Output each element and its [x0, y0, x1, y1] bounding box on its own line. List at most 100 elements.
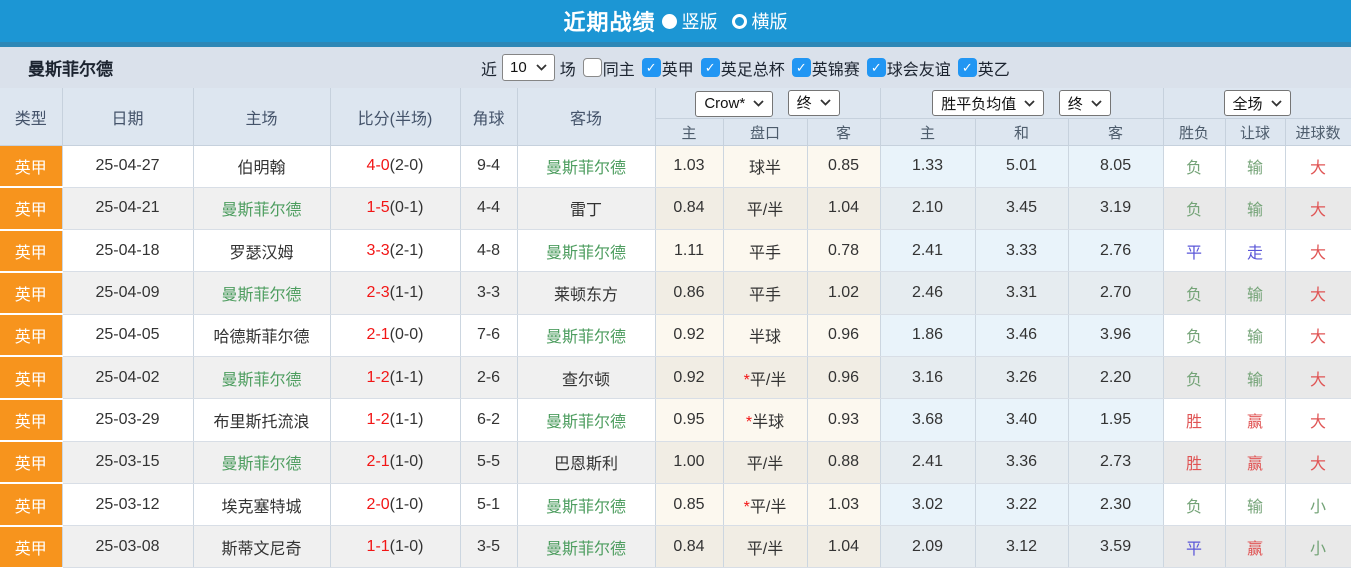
chevron-down-icon: [753, 100, 764, 107]
filter-checkbox[interactable]: [582, 58, 602, 77]
table-row: 英甲 25-04-18 罗瑟汉姆 3-3(2-1) 4-8 曼斯菲尔德 1.11…: [0, 229, 1351, 273]
avg-win-odds: 2.09: [880, 525, 976, 569]
result-goals: 小: [1285, 483, 1351, 527]
sub-header-handicap-line: 盘口: [723, 118, 808, 146]
handicap-away-odds: 0.96: [807, 314, 881, 357]
match-date: 25-03-15: [62, 441, 194, 484]
handicap-away-odds: 1.04: [807, 525, 881, 569]
handicap-away-odds: 1.02: [807, 271, 881, 315]
avg-win-odds: 3.16: [880, 356, 976, 400]
avg-lose-odds: 8.05: [1068, 145, 1164, 188]
avg-draw-odds: 3.36: [975, 441, 1069, 484]
handicap-away-odds: 0.85: [807, 145, 881, 188]
match-date: 25-03-12: [62, 483, 194, 527]
chevron-down-icon: [1091, 99, 1102, 107]
radio-horizontal-layout-icon[interactable]: [731, 13, 747, 29]
avg-lose-odds: 2.20: [1068, 356, 1164, 400]
sub-header-result-goals: 进球数: [1285, 118, 1351, 146]
radio-vertical-layout-label[interactable]: 竖版: [681, 12, 718, 32]
filter-checkbox[interactable]: ✓: [866, 58, 886, 77]
league-badge: 英甲: [0, 483, 63, 527]
handicap-home-odds: 0.85: [655, 483, 724, 527]
result-wdl: 胜: [1163, 398, 1226, 442]
handicap-home-odds: 0.92: [655, 314, 724, 357]
away-team: 查尔顿: [517, 356, 656, 400]
col-header-type: 类型: [0, 88, 63, 146]
avg-lose-odds: 3.96: [1068, 314, 1164, 357]
filter-checkbox-label[interactable]: 英足总杯: [720, 61, 785, 79]
chevron-down-icon: [1024, 99, 1035, 107]
filter-checkbox-label[interactable]: 球会友谊: [886, 61, 951, 79]
panel-title: 近期战绩: [563, 10, 656, 35]
sub-header-result-wdl: 胜负: [1163, 118, 1226, 146]
avg-draw-odds: 3.12: [975, 525, 1069, 569]
corner-cell: 7-6: [460, 314, 518, 357]
avg-draw-odds: 3.40: [975, 398, 1069, 442]
home-team: 布里斯托流浪: [193, 398, 331, 442]
table-row: 英甲 25-03-29 布里斯托流浪 1-2(1-1) 6-2 曼斯菲尔德 0.…: [0, 398, 1351, 443]
match-date: 25-04-09: [62, 271, 194, 315]
corner-cell: 4-8: [460, 229, 518, 273]
avg-lose-odds: 2.73: [1068, 441, 1164, 484]
table-row: 英甲 25-03-08 斯蒂文尼奇 1-1(1-0) 3-5 曼斯菲尔德 0.8…: [0, 525, 1351, 569]
handicap-home-odds: 0.95: [655, 398, 724, 442]
score-cell: 2-1(1-0): [330, 441, 461, 484]
result-handicap: 输: [1225, 187, 1286, 231]
results-table: 类型 日期 主场 比分(半场) 角球 客场 Crow* 终 胜平负均值: [0, 88, 1351, 569]
home-team: 埃克塞特城: [193, 483, 331, 527]
handicap-away-odds: 1.04: [807, 187, 881, 231]
chevron-down-icon: [820, 99, 831, 106]
corner-cell: 6-2: [460, 398, 518, 442]
score-cell: 3-3(2-1): [330, 229, 461, 273]
league-badge: 英甲: [0, 145, 63, 189]
league-badge: 英甲: [0, 441, 63, 485]
result-handicap: 输: [1225, 145, 1286, 188]
team-name: 曼斯菲尔德: [28, 60, 113, 79]
filter-checkbox-label[interactable]: 同主: [602, 61, 635, 79]
avg-lose-odds: 2.70: [1068, 271, 1164, 315]
filter-checkbox-label[interactable]: 英锦赛: [811, 61, 860, 79]
corner-cell: 5-5: [460, 441, 518, 484]
league-badge: 英甲: [0, 356, 63, 400]
match-date: 25-04-05: [62, 314, 194, 357]
filter-checkbox[interactable]: ✓: [957, 58, 977, 77]
table-row: 英甲 25-03-12 埃克塞特城 2-0(1-0) 5-1 曼斯菲尔德 0.8…: [0, 483, 1351, 527]
result-handicap: 赢: [1225, 441, 1286, 484]
table-row: 英甲 25-04-05 哈德斯菲尔德 2-1(0-0) 7-6 曼斯菲尔德 0.…: [0, 314, 1351, 358]
col-header-home: 主场: [193, 88, 331, 146]
match-date: 25-03-29: [62, 398, 194, 442]
average-odds-group-header: 胜平负均值 终: [880, 88, 1164, 119]
away-team: 雷丁: [517, 187, 656, 231]
handicap-home-odds: 1.00: [655, 441, 724, 484]
average-time-select[interactable]: 终: [1058, 90, 1111, 116]
match-date: 25-04-27: [62, 145, 194, 188]
result-wdl: 平: [1163, 229, 1226, 273]
average-odds-select[interactable]: 胜平负均值: [932, 90, 1045, 116]
result-handicap: 赢: [1225, 398, 1286, 442]
corner-cell: 9-4: [460, 145, 518, 188]
filter-checkbox[interactable]: ✓: [641, 58, 661, 77]
result-handicap: 输: [1225, 314, 1286, 357]
handicap-away-odds: 1.03: [807, 483, 881, 527]
filter-checkbox-label[interactable]: 英甲: [661, 61, 694, 79]
handicap-away-odds: 0.96: [807, 356, 881, 400]
filter-controls: 近 10 场 同主 ✓ 英甲 ✓ 英足总杯 ✓ 英锦赛 ✓ 球会友谊 ✓ 英乙: [481, 47, 1010, 88]
result-wdl: 胜: [1163, 441, 1226, 484]
filter-checkbox[interactable]: ✓: [791, 58, 811, 77]
radio-horizontal-layout-label[interactable]: 横版: [751, 12, 788, 32]
result-goals: 大: [1285, 145, 1351, 188]
away-team: 巴恩斯利: [517, 441, 656, 484]
sub-header-handicap-away: 客: [807, 118, 881, 146]
match-count-select[interactable]: 10: [502, 54, 555, 81]
filter-checkbox[interactable]: ✓: [700, 58, 720, 77]
fulltime-select[interactable]: 全场: [1223, 90, 1291, 116]
avg-draw-odds: 3.31: [975, 271, 1069, 315]
result-wdl: 负: [1163, 314, 1226, 357]
handicap-time-select[interactable]: 终: [787, 89, 840, 116]
radio-vertical-layout-icon[interactable]: [661, 13, 677, 29]
handicap-line: 半球: [723, 314, 808, 357]
filter-checkbox-label[interactable]: 英乙: [977, 61, 1010, 79]
avg-lose-odds: 2.30: [1068, 483, 1164, 527]
league-badge: 英甲: [0, 229, 63, 273]
bookmaker-select[interactable]: Crow*: [695, 90, 774, 117]
